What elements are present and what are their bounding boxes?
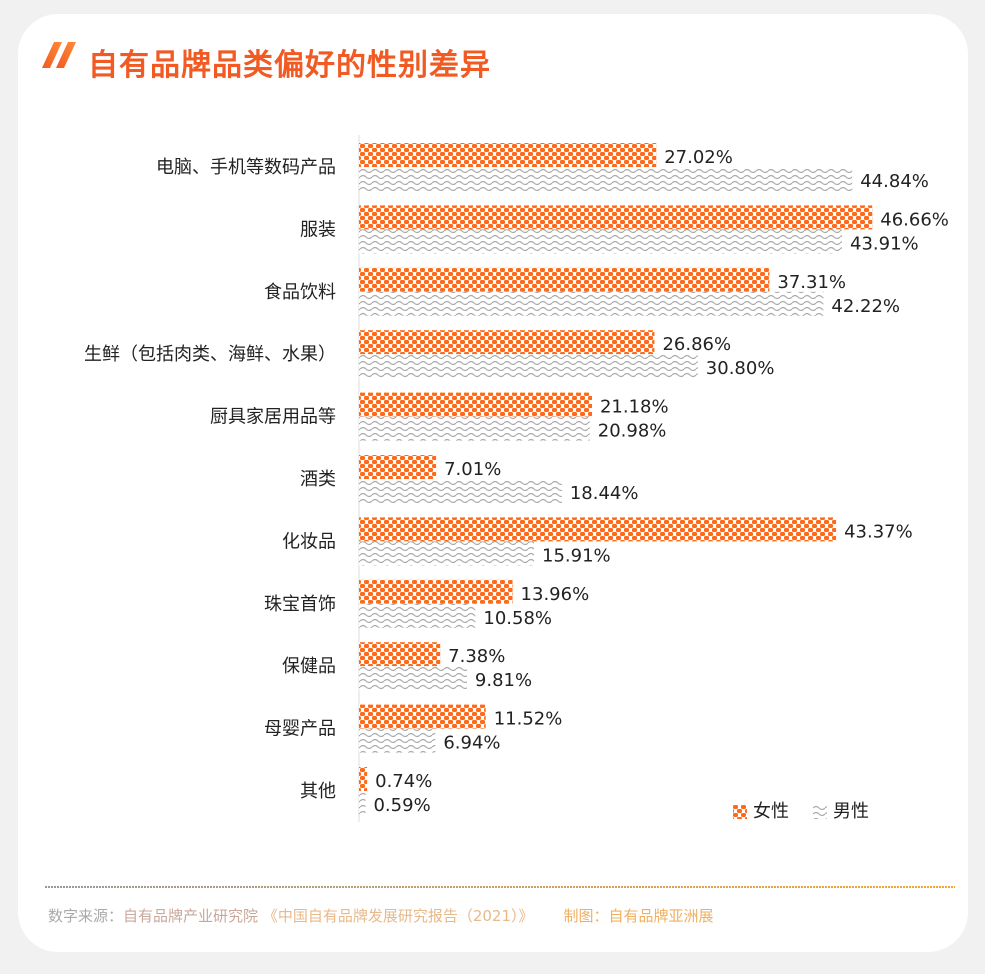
source-report: 《中国自有品牌发展研究报告（2021）》 (262, 907, 534, 925)
female-bar (359, 267, 770, 292)
male-bar (359, 229, 843, 254)
title-slash-icon (42, 42, 76, 68)
female-bar (359, 143, 657, 167)
male-swatch-icon (813, 805, 827, 819)
male-value-label: 42.22% (831, 296, 900, 317)
legend-female: 女性 (733, 797, 789, 823)
category-label: 生鲜（包括肉类、海鲜、水果） (84, 344, 336, 365)
legend-female-label: 女性 (753, 801, 789, 822)
female-value-label: 43.37% (844, 521, 913, 542)
female-value-label: 46.66% (880, 209, 949, 230)
legend-male: 男性 (813, 797, 869, 823)
female-value-label: 13.96% (521, 584, 590, 605)
chart-credit: 制图：自有品牌亚洲展 (563, 907, 714, 925)
male-value-label: 20.98% (598, 421, 667, 442)
category-label: 厨具家居用品等 (210, 407, 336, 428)
female-bar (359, 205, 873, 230)
female-bar (359, 579, 513, 604)
female-value-label: 7.01% (444, 459, 501, 480)
male-bar (359, 291, 824, 316)
female-bar (359, 392, 592, 417)
male-value-label: 18.44% (570, 483, 639, 504)
male-value-label: 15.91% (542, 545, 611, 566)
female-value-label: 0.74% (375, 771, 432, 792)
female-value-label: 7.38% (448, 646, 505, 667)
female-value-label: 11.52% (494, 709, 563, 730)
male-value-label: 43.91% (850, 233, 919, 254)
male-bar (359, 666, 467, 691)
male-value-label: 6.94% (443, 733, 500, 754)
male-value-label: 9.81% (475, 670, 532, 691)
female-bar (359, 455, 437, 479)
footer: 数字来源：自有品牌产业研究院 《中国自有品牌发展研究报告（2021）》 制图：自有… (48, 905, 714, 926)
male-bar (359, 791, 366, 815)
category-label: 化妆品 (282, 531, 336, 552)
male-bar (359, 479, 562, 503)
category-label: 酒类 (300, 469, 336, 490)
footer-divider (45, 886, 955, 888)
chart-title: 自有品牌品类偏好的性别差异 (88, 48, 491, 83)
female-value-label: 37.31% (777, 272, 846, 293)
female-bar (359, 767, 368, 791)
female-bar (359, 330, 655, 355)
source-label: 数字来源： (48, 907, 124, 925)
category-label: 保健品 (282, 656, 336, 677)
category-label: 电脑、手机等数码产品 (156, 157, 336, 178)
male-bar (359, 354, 698, 379)
male-bar (359, 416, 590, 441)
male-value-label: 44.84% (860, 171, 929, 192)
category-label: 服装 (300, 219, 336, 240)
male-bar (359, 167, 853, 191)
male-bar (359, 603, 476, 628)
male-value-label: 10.58% (483, 608, 552, 629)
female-swatch-icon (733, 805, 747, 819)
female-value-label: 21.18% (600, 397, 669, 418)
legend: 女性 男性 (733, 797, 869, 823)
female-bar (359, 704, 486, 729)
male-bar (359, 541, 535, 566)
male-value-label: 30.80% (706, 358, 775, 379)
female-bar (359, 517, 837, 542)
category-label: 珠宝首饰 (264, 594, 336, 615)
male-bar (359, 728, 436, 753)
category-label: 食品饮料 (264, 282, 336, 303)
category-label: 其他 (300, 781, 336, 802)
legend-male-label: 男性 (833, 801, 869, 822)
female-value-label: 26.86% (662, 334, 731, 355)
female-value-label: 27.02% (664, 147, 733, 168)
female-bar (359, 642, 441, 667)
source-name: 自有品牌产业研究院 (123, 907, 259, 925)
male-value-label: 0.59% (373, 795, 430, 816)
category-label: 母婴产品 (264, 719, 336, 740)
